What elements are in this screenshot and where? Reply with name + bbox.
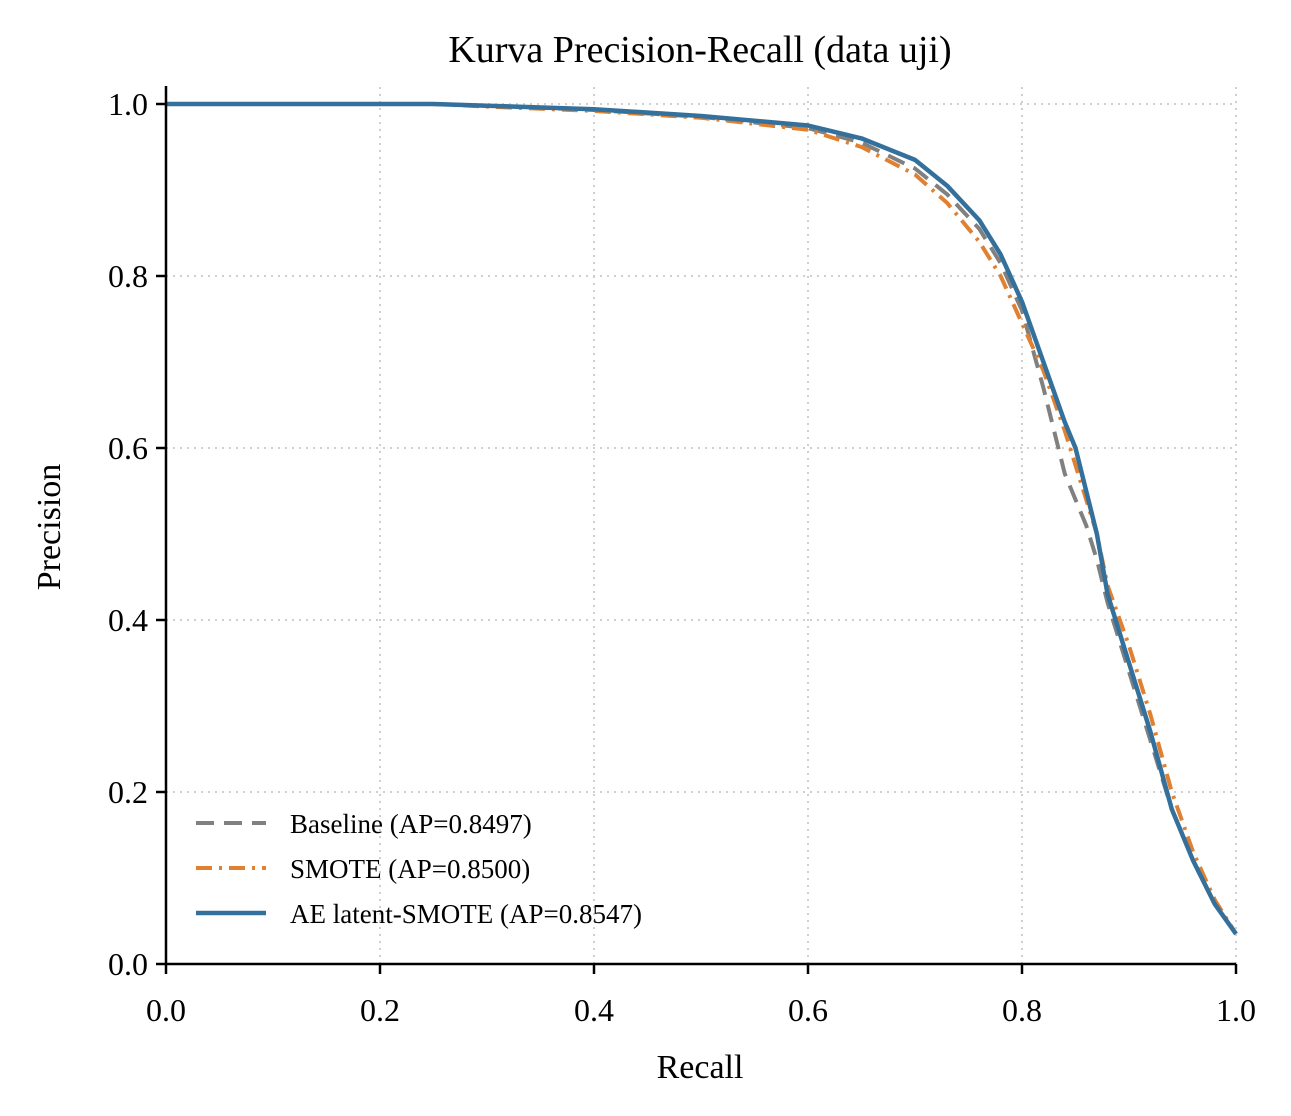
legend-label-0: Baseline (AP=0.8497) (290, 809, 532, 839)
x-tick-label: 0.4 (574, 992, 614, 1028)
x-tick-label: 1.0 (1216, 992, 1256, 1028)
legend: Baseline (AP=0.8497) SMOTE (AP=0.8500) AE … (196, 809, 642, 929)
legend-label-2: AE latent-SMOTE (AP=0.8547) (290, 899, 642, 929)
x-tick-label: 0.8 (1002, 992, 1042, 1028)
y-tick-label: 0.0 (108, 946, 148, 982)
x-axis-label: Recall (657, 1049, 744, 1086)
y-tick-label: 0.6 (108, 430, 148, 466)
series-lines (166, 101, 1238, 936)
axes: 0.0 0.2 0.4 0.6 0.8 1.0 0.0 0.2 0.4 0.6 0.8 1.0 (108, 86, 1256, 1028)
y-tick-label: 0.8 (108, 258, 148, 294)
x-tick-label: 0.0 (146, 992, 186, 1028)
series-line-2 (166, 101, 1238, 936)
chart-title: Kurva Precision-Recall (data uji) (448, 29, 951, 71)
x-tick-label: 0.6 (788, 992, 828, 1028)
x-tick-label: 0.2 (360, 992, 400, 1028)
y-tick-label: 1.0 (108, 86, 148, 122)
y-axis-label: Precision (31, 464, 68, 591)
legend-label-1: SMOTE (AP=0.8500) (290, 854, 530, 884)
y-tick-label: 0.4 (108, 602, 148, 638)
y-tick-label: 0.2 (108, 774, 148, 810)
